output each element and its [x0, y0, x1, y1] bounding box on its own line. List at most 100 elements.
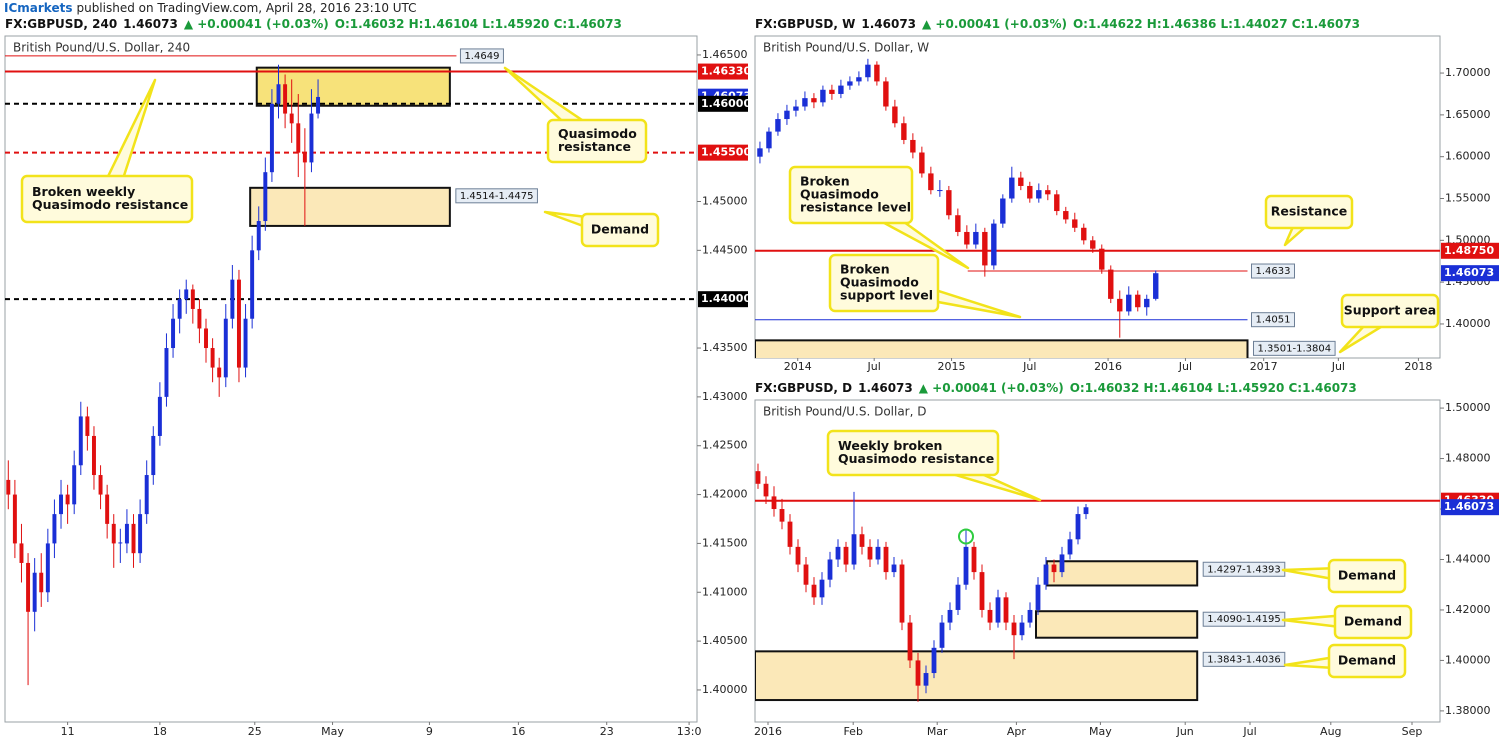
candle-body: [1027, 185, 1033, 199]
callout-joint: [572, 135, 602, 147]
price-tag-label: 1.46073: [1444, 266, 1494, 279]
candle-body: [964, 231, 970, 245]
header-ohlc: O:1.44622 H:1.46386 L:1.44027 C:1.46073: [1073, 17, 1360, 31]
x-tick-label: Mar: [927, 725, 948, 738]
callout-text: Demand: [591, 222, 649, 237]
candle-body: [803, 564, 809, 585]
candle-body: [923, 673, 929, 686]
candle-body: [52, 514, 57, 544]
zone-label: 1.3843-1.4036: [1207, 654, 1281, 665]
x-tick-label: 18: [153, 725, 167, 738]
candle-body: [820, 89, 826, 103]
candle-body: [256, 221, 261, 251]
candle-body: [1054, 194, 1060, 212]
callout-text: Demand: [1344, 614, 1402, 629]
y-tick-label: 1.65000: [1445, 108, 1491, 121]
candle-body: [204, 328, 208, 349]
callout-text: Resistance: [1271, 204, 1347, 219]
candle-body: [124, 523, 129, 544]
candle-body: [883, 546, 889, 573]
y-tick-label: 1.38000: [1445, 704, 1491, 717]
publish-info: published on TradingView.com, April 28, …: [76, 1, 416, 15]
callout-text: Quasimodo: [840, 275, 919, 290]
candle-body: [138, 514, 143, 554]
candle-body: [171, 318, 176, 349]
candle-body: [838, 85, 844, 94]
candle-body: [1144, 298, 1150, 308]
header-symbol: FX:GBPUSD, D: [755, 381, 852, 395]
candle-body: [851, 534, 857, 565]
candle-body: [1081, 227, 1087, 241]
callout-joint: [1287, 207, 1315, 217]
x-tick-label: 25: [248, 725, 262, 738]
y-tick-label: 1.55000: [1445, 192, 1491, 205]
candle-body: [874, 64, 880, 82]
candle-body: [901, 123, 907, 140]
candle-body: [184, 289, 189, 300]
callout-text: Quasimodo resistance: [32, 197, 188, 212]
candle-body: [1027, 609, 1033, 623]
y-tick-label: 1.43500: [702, 341, 748, 354]
zone-label: 1.4297-1.4393: [1207, 564, 1281, 575]
candle-body: [1135, 294, 1141, 308]
x-tick-label: 13:0: [677, 725, 702, 738]
price-tag: [698, 95, 748, 112]
candle-body: [795, 546, 801, 565]
header-symbol: FX:GBPUSD, 240: [5, 17, 117, 31]
price-label-box: [1250, 263, 1295, 279]
y-tick-label: 1.45000: [702, 194, 748, 207]
candle-body: [269, 103, 274, 173]
candle-body: [867, 546, 873, 560]
candle-body: [931, 647, 937, 674]
candle-body: [302, 152, 307, 163]
candle-body: [793, 106, 799, 111]
header-change: ▲ +0.00041 (+0.03%): [184, 17, 329, 31]
candle-body: [78, 416, 83, 466]
zone: [1035, 610, 1199, 639]
y-tick-label: 1.40000: [1445, 317, 1491, 330]
x-tick-label: 2018: [1404, 360, 1432, 373]
candle-body: [987, 609, 993, 623]
callout-joint: [100, 196, 150, 202]
candle-body: [907, 622, 913, 661]
callout-text: Demand: [1338, 568, 1396, 583]
candle-body: [856, 77, 862, 82]
price-tag-label: 1.46073: [1444, 500, 1494, 513]
candle-body: [919, 152, 925, 174]
y-tick-label: 1.42000: [702, 488, 748, 501]
zone: [255, 66, 451, 107]
candle-body: [947, 609, 953, 623]
candle-body: [72, 465, 77, 505]
publisher-line: ICmarkets published on TradingView.com, A…: [4, 1, 417, 15]
candle-body: [1009, 177, 1015, 199]
candle-body: [111, 523, 116, 544]
candle-body: [26, 562, 31, 612]
swing-marker: [958, 528, 974, 545]
candle-body: [995, 597, 1001, 623]
chart-header: FX:GBPUSD, 240 1.46073 ▲ +0.00041 (+0.03%)…: [5, 17, 622, 31]
y-tick-label: 1.50000: [1445, 401, 1491, 414]
callout-text: resistance level: [800, 200, 911, 215]
candle-body: [164, 348, 169, 397]
candle-body: [843, 546, 849, 565]
callout-joint: [847, 188, 882, 202]
candle-body: [197, 308, 202, 329]
y-tick-label: 1.60000: [1445, 150, 1491, 163]
candle-body: [289, 113, 294, 124]
candle-body: [892, 106, 898, 124]
publisher[interactable]: ICmarkets: [4, 1, 72, 15]
candle-body: [1011, 622, 1017, 636]
candle-body: [763, 483, 769, 497]
x-tick-label: May: [321, 725, 344, 738]
callout-text: Weekly broken: [838, 438, 942, 453]
zone: [755, 339, 1249, 358]
candle-body: [236, 279, 241, 368]
x-tick-label: 2016: [1094, 360, 1122, 373]
header-price: 1.46073: [861, 17, 916, 31]
y-tick-label: 1.70000: [1445, 66, 1491, 79]
price-tag: [698, 63, 748, 80]
price-tag: [1441, 499, 1499, 516]
candle-body: [105, 494, 110, 524]
candle-body: [309, 113, 314, 163]
candle-body: [98, 475, 103, 495]
